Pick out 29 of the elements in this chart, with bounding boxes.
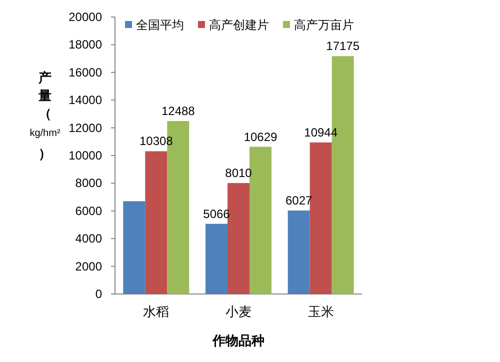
- y-axis-title: 产量（kg/hm²）: [30, 70, 61, 161]
- legend-label: 全国平均: [136, 18, 184, 32]
- bar: [288, 210, 310, 294]
- x-axis-title: 作物品种: [212, 333, 264, 348]
- x-tick-label: 小麦: [226, 304, 252, 319]
- y-tick-label: 6000: [75, 204, 102, 218]
- y-tick-label: 0: [95, 287, 102, 301]
- x-tick-label: 水稻: [143, 304, 170, 319]
- bar: [123, 201, 146, 294]
- x-tick-label: 玉米: [308, 304, 334, 319]
- data-label: 12488: [161, 104, 196, 118]
- legend-label: 高产万亩片: [294, 18, 354, 32]
- legend-label: 高产创建片: [209, 18, 269, 32]
- y-tick-label: 16000: [68, 65, 102, 80]
- y-tick-label: 2000: [75, 259, 102, 274]
- data-label: 10629: [244, 130, 278, 144]
- y-tick-label: 14000: [68, 93, 102, 108]
- bar: [145, 151, 168, 294]
- bar: [206, 224, 228, 294]
- y-tick-label: 20000: [68, 10, 102, 24]
- y-tick-label: 18000: [68, 38, 102, 52]
- bar: [250, 146, 272, 294]
- bar: [310, 142, 332, 294]
- bar: [228, 183, 250, 294]
- y-tick-label: 4000: [75, 232, 102, 246]
- y-tick-label: 10000: [68, 148, 102, 162]
- y-tick-label: 8000: [75, 176, 102, 190]
- data-label: 17175: [326, 39, 360, 54]
- y-tick-label: 12000: [68, 120, 102, 135]
